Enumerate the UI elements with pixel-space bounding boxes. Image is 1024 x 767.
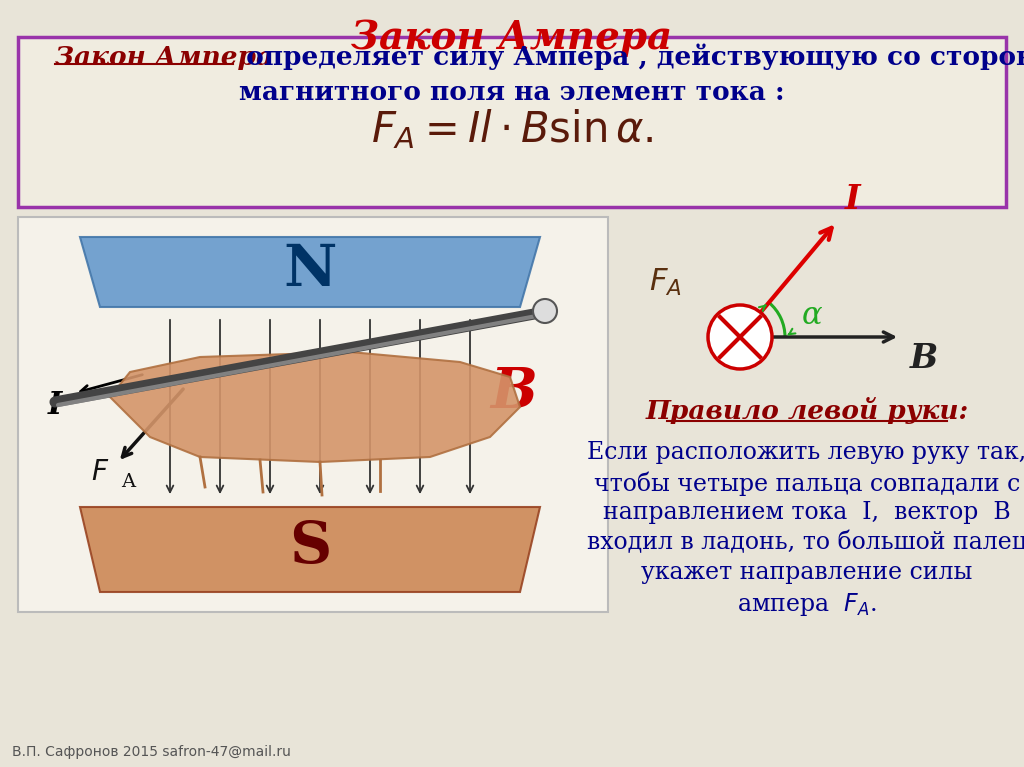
Text: укажет направление силы: укажет направление силы [641,561,973,584]
Text: B: B [490,364,537,420]
Text: Если расположить левую руку так,: Если расположить левую руку так, [588,441,1024,464]
Text: α: α [802,299,822,331]
Text: $F$: $F$ [91,459,110,486]
Text: N: N [284,242,337,298]
Text: A: A [121,473,135,491]
Text: ампера  $F_A$.: ампера $F_A$. [737,591,877,618]
Text: B: B [910,343,938,376]
Text: $F_A$: $F_A$ [648,266,681,298]
Text: S: S [289,519,331,575]
Circle shape [534,299,557,323]
Text: магнитного поля на элемент тока :: магнитного поля на элемент тока : [240,80,784,104]
Text: входил в ладонь, то большой палец: входил в ладонь, то большой палец [587,531,1024,555]
Text: $F_A = Il \cdot B\sin\alpha.$: $F_A = Il \cdot B\sin\alpha.$ [371,107,653,151]
Circle shape [708,305,772,369]
Polygon shape [80,507,540,592]
Polygon shape [110,352,520,462]
Text: чтобы четыре пальца совпадали с: чтобы четыре пальца совпадали с [594,471,1020,495]
Text: определяет силу Ампера , действующую со стороны: определяет силу Ампера , действующую со … [237,44,1024,71]
Text: Закон Ампера: Закон Ампера [55,44,273,70]
Text: Правило левой руки:: Правило левой руки: [645,397,969,424]
Text: Закон Ампера: Закон Ампера [351,19,673,57]
Text: В.П. Сафронов 2015 safron-47@mail.ru: В.П. Сафронов 2015 safron-47@mail.ru [12,745,291,759]
FancyBboxPatch shape [18,37,1006,207]
Text: направлением тока  I,  вектор  B: направлением тока I, вектор B [603,501,1011,524]
Text: I: I [845,183,860,216]
Polygon shape [80,237,540,307]
FancyBboxPatch shape [18,217,608,612]
Text: I: I [48,390,62,420]
